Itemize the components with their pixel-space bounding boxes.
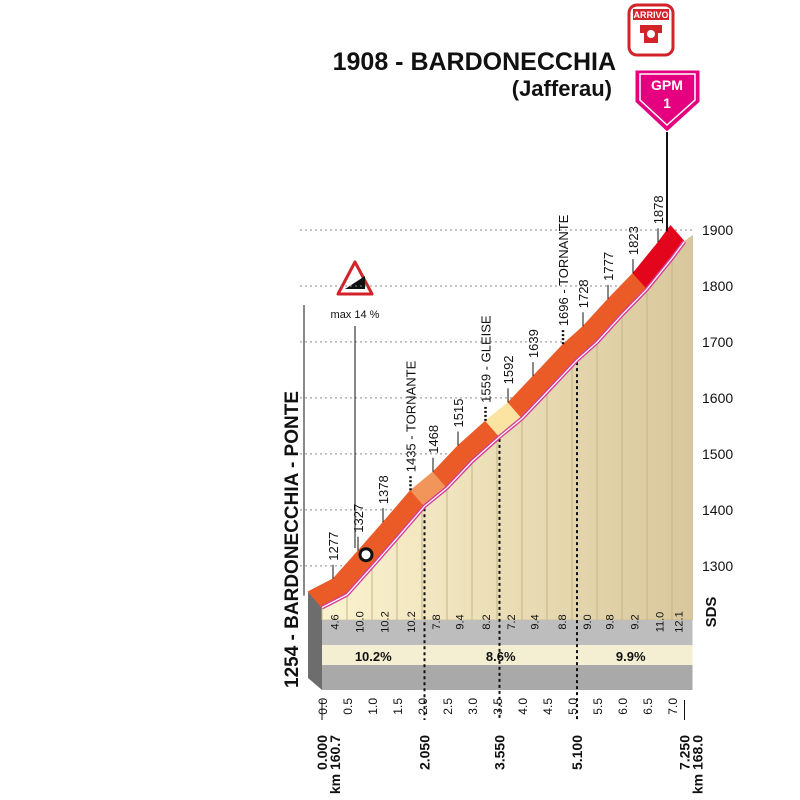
marker-label: 2.050: [417, 735, 433, 770]
marker-label: 7.250: [677, 735, 693, 770]
section-grade: 8.6%: [486, 649, 516, 664]
gradient-label: 10.2: [380, 611, 392, 632]
gpm-category: 1: [663, 95, 671, 111]
section-strip: [322, 645, 693, 665]
y-tick-label: 1600: [702, 390, 733, 406]
gradient-label: 10.2: [406, 611, 418, 632]
altitude-label: 1277: [326, 532, 341, 561]
km-label: km 160.7: [327, 735, 343, 794]
x-tick-label: 0.5: [341, 698, 355, 715]
x-tick-label: 7.0: [666, 698, 680, 715]
altitude-label: 1696 - TORNANTE: [556, 214, 571, 326]
section-grade: 9.9%: [616, 649, 646, 664]
marker-label: 3.550: [492, 735, 508, 770]
marker-label: 5.100: [569, 735, 585, 770]
gpm-shape: [634, 69, 701, 133]
max-gradient-point: [358, 547, 374, 563]
km-label: km 168.0: [690, 735, 706, 794]
gradient-label: 7.2: [506, 614, 518, 629]
altitude-label: 1823: [626, 226, 641, 255]
gradient-strip: [322, 620, 693, 645]
gradient-label: 8.8: [557, 614, 569, 629]
x-tick-label: 4.5: [541, 698, 555, 715]
x-tick-label: 3.0: [466, 698, 480, 715]
altitude-label: 1435 - TORNANTE: [404, 360, 419, 472]
x-tick-label: 0.0: [316, 698, 330, 715]
gradient-label: 9.4: [530, 614, 542, 629]
chart-subtitle: (Jafferau): [512, 76, 612, 101]
gradient-label: 10.0: [355, 611, 367, 632]
x-tick-label: 5.5: [591, 698, 605, 715]
start-label: 1254 - BARDONECCHIA - PONTE: [282, 391, 303, 688]
altitude-label: 1592: [501, 355, 516, 384]
gradient-label: 9.4: [455, 614, 467, 629]
gradient-label: 7.8: [431, 614, 443, 629]
altitude-label: 1378: [376, 475, 391, 504]
x-tick-label: 6.5: [641, 698, 655, 715]
max-gradient-label: max 14 %: [331, 309, 380, 321]
badge-band: [633, 9, 669, 20]
x-tick-label: 1.0: [366, 698, 380, 715]
marker-label: 0.000: [314, 735, 330, 770]
y-tick-label: 1700: [702, 334, 733, 350]
gradient-label: 4.6: [330, 614, 342, 629]
gradient-label: 12.1: [673, 611, 685, 632]
gradient-label: 9.0: [582, 614, 594, 629]
altitude-label: 1327: [351, 504, 366, 533]
x-tick-label: 2.5: [441, 698, 455, 715]
x-tick-label: 1.5: [391, 698, 405, 715]
section-grade: 10.2%: [355, 649, 392, 664]
x-tick-label: 2.0: [416, 698, 430, 715]
gradient-label: 8.2: [481, 614, 493, 629]
altitude-label: 1468: [426, 425, 441, 454]
gpm-label: GPM: [651, 77, 683, 93]
y-tick-label: 1400: [702, 502, 733, 518]
base-strip: [322, 665, 693, 690]
gradient-label: 9.8: [605, 614, 617, 629]
y-tick-label: 1900: [702, 222, 733, 238]
altitude-label: 1515: [451, 399, 466, 428]
y-tick-label: 1800: [702, 278, 733, 294]
altitude-label: 1639: [526, 329, 541, 358]
finish-badge: ARRIVO: [627, 3, 675, 57]
finish-icon-dot: [647, 30, 655, 38]
gradient-label: 11.0: [655, 612, 667, 633]
profile-side: [308, 591, 322, 690]
source-label: SDS: [703, 597, 720, 628]
x-tick-label: 6.0: [616, 698, 630, 715]
climb-badge: GPM 1: [634, 69, 701, 133]
altitude-label: 1878: [651, 195, 666, 224]
altitude-label: 1777: [601, 252, 616, 281]
chart-title: 1908 - BARDONECCHIA: [333, 48, 616, 76]
y-tick-label: 1300: [702, 558, 733, 574]
x-tick-label: 4.0: [516, 698, 530, 715]
profile-edge-inner: [321, 241, 685, 609]
y-tick-label: 1500: [702, 446, 733, 462]
x-tick-label: 3.5: [491, 698, 505, 715]
gpm-inner: [639, 73, 696, 127]
finish-label: ARRIVO: [633, 10, 668, 20]
max-gradient-sign: max 14 %: [331, 260, 380, 321]
altitude-label: 1559 - GLEISE: [479, 315, 494, 403]
gradient-label: 9.2: [630, 614, 642, 629]
warning-triangle: [336, 260, 374, 296]
altitude-label: 1728: [576, 279, 591, 308]
